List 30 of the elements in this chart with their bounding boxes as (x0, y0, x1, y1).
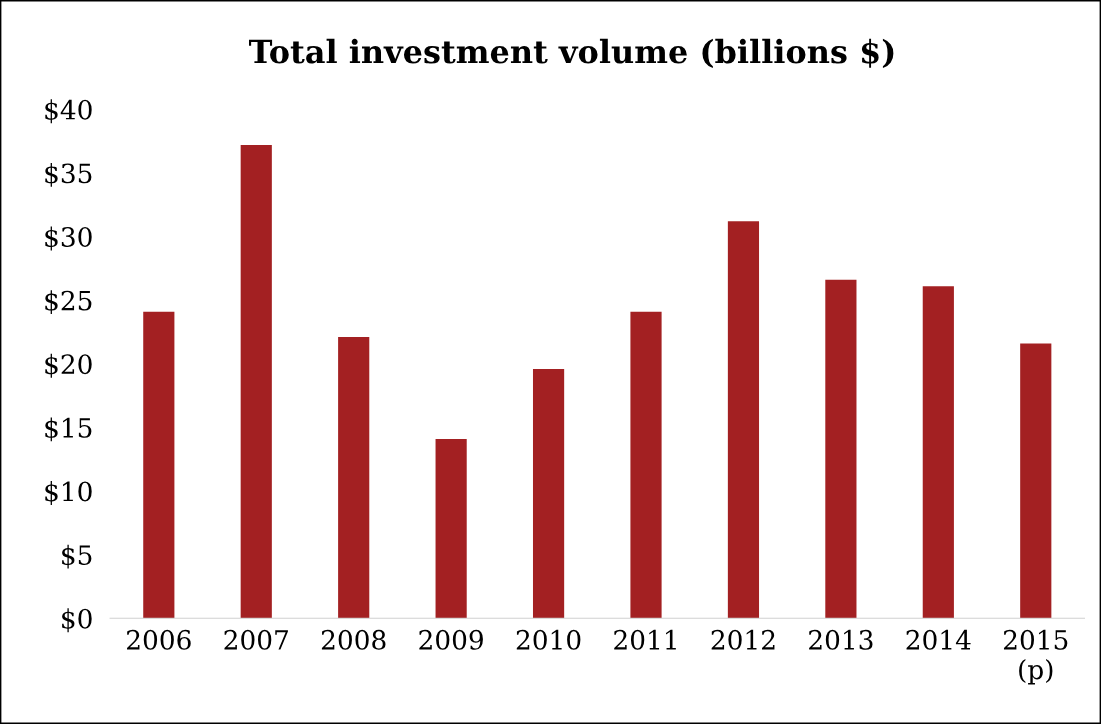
y-tick-label: $25 (45, 290, 92, 315)
bar (532, 368, 565, 619)
y-tick-label: $35 (45, 162, 92, 187)
bar (338, 337, 370, 619)
bar (143, 311, 175, 619)
x-tick-label: 2007 (224, 629, 288, 650)
y-tick-label: $20 (45, 353, 92, 378)
bar (240, 144, 272, 619)
y-tick-label: $0 (62, 608, 92, 633)
bar (727, 221, 760, 619)
x-tick-label: 2010 (516, 629, 581, 650)
x-tick-label: 2011 (614, 629, 676, 650)
x-tick-label: 2013 (809, 629, 873, 650)
bar (1020, 343, 1052, 619)
x-tick-label: 2012 (711, 629, 775, 650)
chart-title: Total investment volume (billions $) (249, 38, 894, 69)
x-tick-label: 2008 (321, 629, 386, 650)
y-tick-label: $30 (45, 226, 92, 251)
bar (630, 311, 662, 619)
x-tick-label: 2006 (127, 629, 191, 650)
x-tick-label: 2015 (p) (1003, 629, 1068, 685)
y-tick-label: $40 (45, 99, 92, 124)
bar (435, 438, 467, 619)
y-tick-label: $15 (45, 417, 92, 442)
y-tick-label: $10 (45, 481, 92, 505)
x-tick-label: 2014 (906, 629, 971, 650)
bar (922, 286, 954, 619)
y-tick-label: $5 (62, 544, 92, 569)
bar (825, 279, 857, 619)
x-tick-label: 2009 (419, 629, 483, 650)
